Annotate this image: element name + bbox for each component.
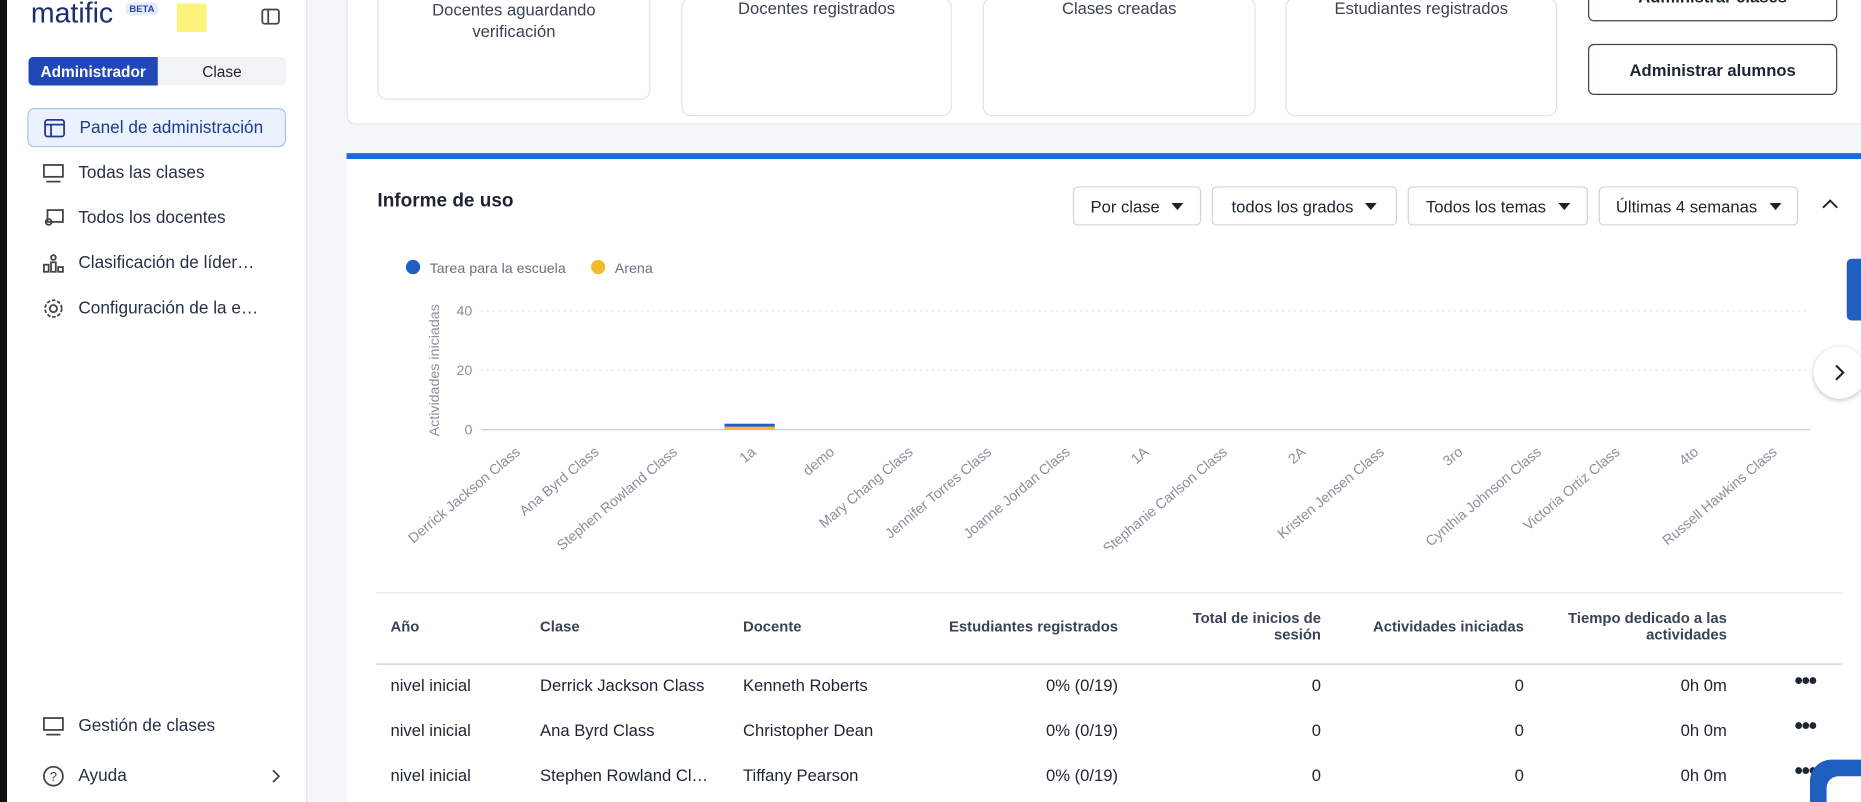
table-cell: Derrick Jackson Class bbox=[540, 675, 705, 695]
icon bbox=[44, 208, 64, 226]
nav-label: Gestión de clases bbox=[78, 716, 216, 736]
dropdown-label: Por clase bbox=[1090, 196, 1160, 216]
dropdown[interactable]: Últimas 4 semanas bbox=[1598, 186, 1799, 226]
dropdown[interactable]: Todos los temas bbox=[1407, 186, 1589, 226]
svg-text:?: ? bbox=[50, 768, 57, 783]
nav-item[interactable]: ? Ayuda bbox=[27, 756, 286, 795]
stat-card: Docentes aguardando verificación bbox=[377, 0, 651, 100]
nav-item[interactable]: Gestión de clases bbox=[27, 706, 286, 745]
side-tab[interactable] bbox=[1846, 258, 1861, 321]
table-cell: 0 bbox=[1514, 675, 1524, 695]
table-cell: Tiffany Pearson bbox=[742, 765, 859, 785]
school-avatar[interactable] bbox=[176, 3, 207, 33]
nav-label: Todas las clases bbox=[78, 163, 205, 183]
dropdown[interactable]: todos los grados bbox=[1211, 186, 1397, 226]
stat-card: Docentes registrados bbox=[681, 0, 952, 117]
next-button[interactable] bbox=[1813, 346, 1861, 399]
row-menu[interactable]: ••• bbox=[1794, 668, 1818, 695]
toggle-admin[interactable]: Administrador bbox=[28, 56, 158, 86]
nav-label: Clasificación de líder… bbox=[78, 253, 255, 273]
table-cell: Ana Byrd Class bbox=[540, 720, 655, 740]
collapse-icon[interactable] bbox=[261, 8, 280, 25]
card-label: Estudiantes registrados bbox=[1334, 0, 1509, 18]
table-cell: 0h 0m bbox=[1680, 765, 1727, 785]
column-header: Tiempo dedicado a las actividades bbox=[1568, 610, 1727, 644]
nav-item[interactable]: Configuración de la e… bbox=[27, 288, 286, 327]
stat-card: Clases creadas bbox=[982, 0, 1256, 117]
table-cell: Stephen Rowland Cl… bbox=[540, 765, 709, 785]
icon bbox=[43, 253, 64, 273]
column-header: Estudiantes registrados bbox=[949, 618, 1119, 635]
window-edge bbox=[0, 0, 8, 802]
column-header: Actividades iniciadas bbox=[1373, 618, 1524, 635]
button[interactable]: Administrar clases bbox=[1588, 0, 1838, 22]
icon bbox=[43, 716, 64, 735]
column-header: Total de inicios de sesión bbox=[1192, 610, 1321, 644]
icon bbox=[1835, 364, 1845, 381]
chat-icon bbox=[1826, 776, 1861, 802]
nav-item[interactable]: Todas las clases bbox=[27, 153, 286, 192]
table-cell: 0 bbox=[1311, 675, 1321, 695]
table-cell: 0h 0m bbox=[1680, 720, 1727, 740]
table-cell: 0 bbox=[1311, 765, 1321, 785]
table-cell: nivel inicial bbox=[390, 720, 471, 740]
table-cell: Kenneth Roberts bbox=[742, 675, 868, 695]
table-cell: Christopher Dean bbox=[742, 720, 874, 740]
dropdown-label: todos los grados bbox=[1231, 196, 1354, 216]
dropdown[interactable]: Por clase bbox=[1072, 186, 1202, 226]
chat-button[interactable] bbox=[1809, 759, 1861, 802]
nav-item[interactable]: Todos los docentes bbox=[27, 198, 286, 237]
table-cell: nivel inicial bbox=[390, 675, 471, 695]
collapse-chevron[interactable] bbox=[1821, 197, 1840, 211]
table-header bbox=[376, 592, 1843, 665]
table-cell: 0% (0/19) bbox=[1045, 720, 1119, 740]
table-cell: 0h 0m bbox=[1680, 675, 1727, 695]
table-cell: 0 bbox=[1311, 720, 1321, 740]
logo[interactable]: matific bbox=[30, 0, 114, 30]
column-header: Docente bbox=[742, 618, 802, 635]
stat-card: Estudiantes registrados bbox=[1285, 0, 1558, 117]
nav-label: Configuración de la e… bbox=[78, 298, 259, 318]
toggle-class[interactable]: Clase bbox=[157, 56, 287, 86]
nav-label: Ayuda bbox=[78, 766, 127, 786]
icon bbox=[44, 298, 63, 318]
report-panel bbox=[346, 153, 1861, 802]
card-label: Docentes registrados bbox=[738, 0, 896, 18]
table-cell: 0 bbox=[1514, 720, 1524, 740]
sidebar: matific BETA Administrador Clase Panel d… bbox=[7, 0, 308, 802]
table-cell: 0% (0/19) bbox=[1045, 765, 1119, 785]
icon bbox=[44, 118, 65, 137]
column-header: Año bbox=[390, 618, 420, 635]
card-label: Docentes aguardando verificación bbox=[432, 0, 596, 41]
icon: ? bbox=[43, 765, 64, 786]
dropdown-label: Últimas 4 semanas bbox=[1615, 196, 1758, 216]
button[interactable]: Administrar alumnos bbox=[1588, 43, 1838, 95]
table-cell: nivel inicial bbox=[390, 765, 471, 785]
nav-label: Todos los docentes bbox=[78, 208, 226, 228]
report-title: Informe de uso bbox=[377, 191, 514, 212]
nav-item[interactable]: Panel de administración bbox=[27, 108, 287, 148]
chevron bbox=[272, 769, 281, 783]
nav-item[interactable]: Clasificación de líder… bbox=[27, 243, 286, 282]
table-cell: 0% (0/19) bbox=[1045, 675, 1119, 695]
beta-badge: BETA bbox=[125, 2, 159, 16]
icon bbox=[43, 163, 64, 182]
card-label: Clases creadas bbox=[1061, 0, 1177, 18]
dropdown-label: Todos los temas bbox=[1425, 196, 1546, 216]
row-menu[interactable]: ••• bbox=[1794, 713, 1818, 740]
column-header: Clase bbox=[540, 618, 580, 635]
nav-label: Panel de administración bbox=[79, 118, 264, 138]
table-cell: 0 bbox=[1514, 765, 1524, 785]
